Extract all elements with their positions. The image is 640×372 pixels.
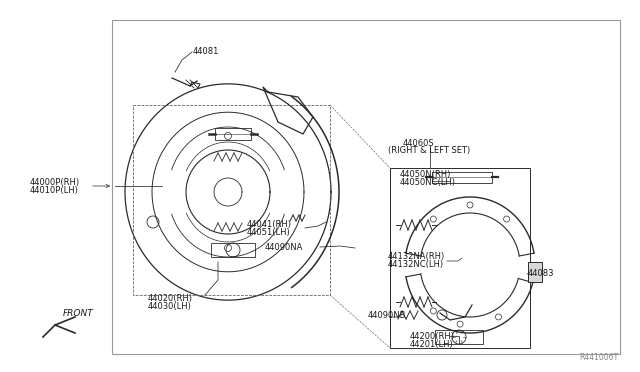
Text: (RIGHT & LEFT SET): (RIGHT & LEFT SET) bbox=[388, 147, 470, 155]
Bar bbox=[528, 262, 542, 282]
Text: 44020(RH): 44020(RH) bbox=[148, 294, 193, 302]
Text: 44030(LH): 44030(LH) bbox=[148, 301, 192, 311]
Text: 44010P(LH): 44010P(LH) bbox=[30, 186, 79, 196]
Bar bbox=[211, 243, 255, 257]
Text: 44051(LH): 44051(LH) bbox=[247, 228, 291, 237]
Text: 44050N(RH): 44050N(RH) bbox=[400, 170, 451, 180]
Text: R441006T: R441006T bbox=[579, 353, 618, 362]
Text: FRONT: FRONT bbox=[63, 308, 93, 317]
Text: 44201(LH): 44201(LH) bbox=[410, 340, 454, 349]
Text: 44132NC(LH): 44132NC(LH) bbox=[388, 260, 444, 269]
Text: 44083: 44083 bbox=[528, 269, 554, 278]
Text: 44090NB: 44090NB bbox=[368, 311, 406, 320]
Text: 44081: 44081 bbox=[193, 48, 220, 57]
Bar bbox=[112, 20, 620, 354]
Bar bbox=[435, 330, 483, 344]
Text: 44200(RH): 44200(RH) bbox=[410, 331, 455, 340]
Bar bbox=[432, 172, 492, 183]
Text: 44000P(RH): 44000P(RH) bbox=[30, 179, 80, 187]
Text: 44090NA: 44090NA bbox=[265, 244, 303, 253]
Bar bbox=[390, 168, 530, 348]
Text: 44132NA(RH): 44132NA(RH) bbox=[388, 253, 445, 262]
Text: 44050NC(LH): 44050NC(LH) bbox=[400, 179, 456, 187]
Text: 44060S: 44060S bbox=[403, 138, 435, 148]
Text: 44041(RH): 44041(RH) bbox=[247, 221, 292, 230]
Bar bbox=[215, 128, 251, 140]
